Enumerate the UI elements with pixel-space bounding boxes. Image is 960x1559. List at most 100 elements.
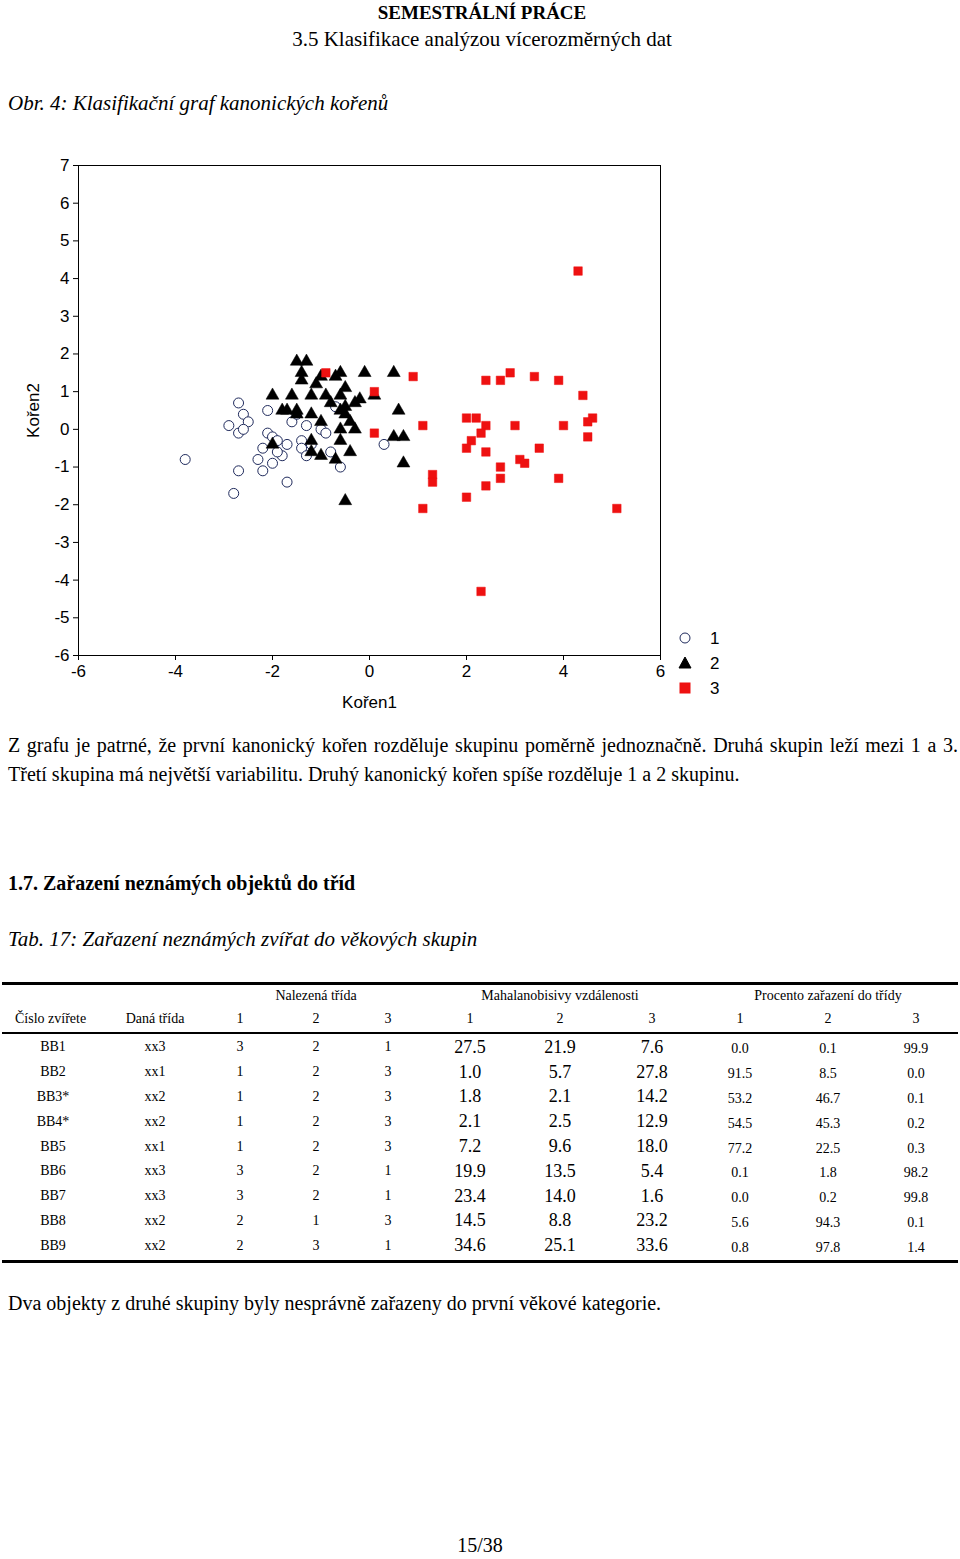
svg-text:1: 1 <box>60 382 69 401</box>
html-text:BB3*: BB3* <box>36 1088 70 1104</box>
html-text:BB5: BB5 <box>40 1138 66 1154</box>
html-text:BB6: BB6 <box>40 1163 66 1179</box>
svg-text:-6: -6 <box>54 646 69 665</box>
html-text:33.6: 33.6 <box>636 1235 668 1256</box>
html-text:12.9: 12.9 <box>636 1111 668 1132</box>
html-text:18.0: 18.0 <box>636 1136 668 1156</box>
html-text:xx1: xx1 <box>144 1138 166 1154</box>
html-text:15/38: 15/38 <box>457 1534 503 1556</box>
html-text:14.5: 14.5 <box>454 1210 486 1231</box>
html-text:22.5: 22.5 <box>815 1140 841 1156</box>
html-text:98.2: 98.2 <box>903 1165 929 1181</box>
svg-text:Kořen1: Kořen1 <box>342 693 397 712</box>
html-text:xx3: xx3 <box>144 1188 166 1204</box>
html-text:0.1: 0.1 <box>819 1041 837 1057</box>
html-text:46.7: 46.7 <box>815 1090 841 1106</box>
svg-text:7: 7 <box>60 156 69 175</box>
svg-text:2: 2 <box>60 344 69 363</box>
html-text:xx1: xx1 <box>144 1064 166 1080</box>
html-text:xx3: xx3 <box>144 1163 166 1179</box>
svg-text:3: 3 <box>60 307 69 326</box>
svg-text:-5: -5 <box>54 608 69 627</box>
html-text:Z grafu je patrné, že první ka: Z grafu je patrné, že první kanonický ko… <box>8 734 958 785</box>
html-text:2.1: 2.1 <box>458 1111 482 1132</box>
html-text:0.2: 0.2 <box>907 1115 925 1131</box>
html-text:94.3: 94.3 <box>815 1214 841 1230</box>
html-text:xx2: xx2 <box>144 1212 166 1228</box>
html-text:0.0: 0.0 <box>731 1190 749 1206</box>
html-text:7.2: 7.2 <box>458 1136 482 1156</box>
html-text:23.2: 23.2 <box>636 1210 668 1231</box>
html-text:54.5: 54.5 <box>727 1115 753 1131</box>
svg-text:0: 0 <box>365 662 374 681</box>
html-text:BB4*: BB4* <box>36 1113 70 1129</box>
html-text:45.3: 45.3 <box>815 1115 841 1131</box>
svg-text:4: 4 <box>559 662 568 681</box>
html-text:BB7: BB7 <box>40 1188 66 1204</box>
html-text:0.0: 0.0 <box>731 1041 749 1057</box>
html-text:9.6: 9.6 <box>548 1136 572 1156</box>
html-text:2.5: 2.5 <box>548 1111 572 1132</box>
svg-text:2: 2 <box>710 654 719 673</box>
html-text:xx2: xx2 <box>144 1088 166 1104</box>
html-text:23.4: 23.4 <box>454 1185 486 1206</box>
html-text:5.4: 5.4 <box>640 1160 664 1181</box>
html-text:27.8: 27.8 <box>636 1061 668 1082</box>
html-text:53.2: 53.2 <box>727 1090 753 1106</box>
html-text:Obr. 4: Klasifikační graf kano: Obr. 4: Klasifikační graf kanonických ko… <box>8 91 389 115</box>
html-text:BB2: BB2 <box>40 1064 66 1080</box>
html-text:0.0: 0.0 <box>907 1066 925 1082</box>
html-text:3.5 Klasifikace analýzou vícer: 3.5 Klasifikace analýzou vícerozměrných … <box>292 27 672 51</box>
html-text:Dva objekty z druhé skupiny by: Dva objekty z druhé skupiny byly nespráv… <box>8 1292 662 1314</box>
html-text:91.5: 91.5 <box>727 1066 753 1082</box>
html-text:25.1: 25.1 <box>544 1235 576 1256</box>
svg-text:1: 1 <box>710 629 719 648</box>
html-text:7.6: 7.6 <box>640 1036 664 1057</box>
html-text:Tab. 17: Zařazení neznámých zv: Tab. 17: Zařazení neznámých zvířat do vě… <box>8 927 478 951</box>
html-text:BB8: BB8 <box>40 1212 66 1228</box>
html-text:1.8: 1.8 <box>819 1165 837 1181</box>
svg-text:-2: -2 <box>54 495 69 514</box>
html-text:14.2: 14.2 <box>636 1086 668 1107</box>
html-text:0.2: 0.2 <box>819 1190 837 1206</box>
svg-text:5: 5 <box>60 231 69 250</box>
html-text:77.2: 77.2 <box>727 1140 753 1156</box>
html-text:1.7. Zařazení neznámých objekt: 1.7. Zařazení neznámých objektů do tříd <box>8 872 356 894</box>
html-text:xx2: xx2 <box>144 1113 166 1129</box>
svg-text:Kořen2: Kořen2 <box>24 383 43 438</box>
html-text:0.1: 0.1 <box>731 1165 749 1181</box>
svg-text:-2: -2 <box>265 662 280 681</box>
svg-text:-1: -1 <box>54 457 69 476</box>
html-text:0.1: 0.1 <box>907 1090 925 1106</box>
html-text:13.5: 13.5 <box>544 1160 576 1181</box>
html-text:5.7: 5.7 <box>548 1061 572 1082</box>
html-text:1.8: 1.8 <box>458 1086 482 1107</box>
svg-text:3: 3 <box>710 679 719 698</box>
svg-text:4: 4 <box>60 269 69 288</box>
svg-text:6: 6 <box>60 194 69 213</box>
svg-text:0: 0 <box>60 420 69 439</box>
html-text:1.6: 1.6 <box>640 1185 664 1206</box>
svg-text:-4: -4 <box>54 571 69 590</box>
html-text:xx3: xx3 <box>144 1039 166 1055</box>
html-text:8.8: 8.8 <box>548 1210 572 1231</box>
svg-text:2: 2 <box>462 662 471 681</box>
html-text:1.0: 1.0 <box>458 1061 482 1082</box>
html-text:8.5: 8.5 <box>819 1066 837 1082</box>
html-text:34.6: 34.6 <box>454 1235 486 1256</box>
html-text:99.8: 99.8 <box>903 1190 929 1206</box>
html-text:99.9: 99.9 <box>903 1041 929 1057</box>
html-text:21.9: 21.9 <box>544 1036 576 1057</box>
svg-text:-4: -4 <box>168 662 183 681</box>
svg-text:6: 6 <box>656 662 665 681</box>
html-text:BB1: BB1 <box>40 1039 66 1055</box>
html-text:2.1: 2.1 <box>548 1086 572 1107</box>
html-text:19.9: 19.9 <box>454 1160 486 1181</box>
html-text:SEMESTRÁLNÍ PRÁCE: SEMESTRÁLNÍ PRÁCE <box>377 2 587 23</box>
html-text:14.0: 14.0 <box>544 1185 576 1206</box>
svg-text:-6: -6 <box>71 662 86 681</box>
svg-text:-3: -3 <box>54 533 69 552</box>
html-text:0.3: 0.3 <box>907 1140 925 1156</box>
html-text:27.5: 27.5 <box>454 1036 486 1057</box>
html-text:5.6: 5.6 <box>731 1214 749 1230</box>
